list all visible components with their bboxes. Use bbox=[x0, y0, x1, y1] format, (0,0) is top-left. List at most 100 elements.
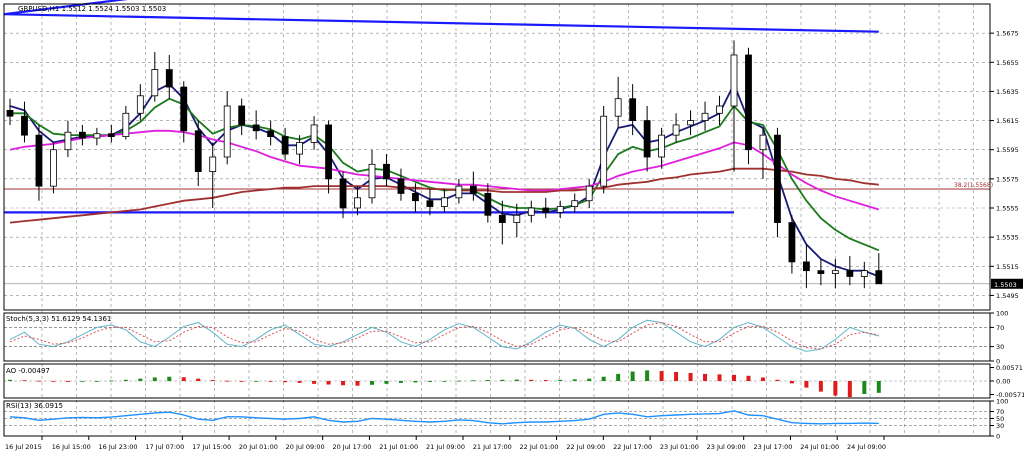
ao-bar bbox=[167, 376, 172, 381]
ao-bar bbox=[804, 381, 809, 388]
candle-body bbox=[527, 207, 535, 216]
ao-bar bbox=[789, 381, 794, 384]
candle-body bbox=[831, 270, 839, 274]
candle-body bbox=[440, 197, 448, 207]
candle-body bbox=[817, 270, 825, 274]
fib-level-label: 38.2(1.5568) bbox=[954, 182, 993, 189]
x-tick-label: 16 Jul 15:00 bbox=[52, 443, 91, 451]
stochastic-line bbox=[9, 322, 879, 350]
ao-bar bbox=[370, 381, 374, 385]
candle-body bbox=[325, 124, 332, 180]
ao-bar bbox=[138, 378, 143, 381]
ao-bar bbox=[442, 381, 447, 382]
trendline bbox=[3, 13, 879, 33]
price-tick-label: 1.5615 bbox=[996, 117, 1019, 125]
candle-body bbox=[151, 69, 159, 97]
candle-body bbox=[136, 95, 144, 114]
candle-body bbox=[759, 134, 767, 151]
x-tick-label: 20 Jul 01:00 bbox=[239, 443, 278, 451]
candle-body bbox=[672, 124, 680, 136]
x-tick-label: 20 Jul 17:00 bbox=[332, 443, 371, 451]
candle-body bbox=[585, 185, 593, 202]
ao-bar bbox=[22, 380, 27, 382]
price-tick-label: 1.5515 bbox=[996, 263, 1019, 271]
candle-body bbox=[745, 54, 752, 151]
price-tick-label: 1.5595 bbox=[996, 146, 1019, 154]
ao-bar bbox=[196, 378, 201, 381]
candle-body bbox=[571, 200, 579, 207]
candle-body bbox=[194, 130, 202, 172]
last-price-label: 1.5503 bbox=[994, 281, 1017, 289]
x-tick-label: 23 Jul 09:00 bbox=[707, 443, 746, 451]
candle-body bbox=[556, 206, 564, 213]
ao-bar bbox=[587, 378, 592, 381]
candle-body bbox=[687, 120, 694, 126]
price-tick-label: 1.5655 bbox=[996, 59, 1019, 67]
ao-bar bbox=[427, 381, 432, 382]
label-layer: GBPUSD,H1 1.5512 1.5524 1.5503 1.5503 St… bbox=[6, 5, 993, 410]
x-tick-label: 23 Jul 01:00 bbox=[660, 443, 699, 451]
candle-body bbox=[701, 112, 709, 121]
candle-body bbox=[658, 134, 665, 158]
candle-body bbox=[368, 163, 376, 199]
ao-bar bbox=[225, 380, 230, 382]
candle-body bbox=[730, 54, 738, 107]
candle-body bbox=[513, 214, 521, 223]
ao-bar bbox=[775, 379, 780, 381]
ao-bar bbox=[456, 380, 461, 382]
candle-body bbox=[107, 133, 115, 138]
rsi-tick-label: 70 bbox=[996, 408, 1004, 416]
rsi-tick-label: 30 bbox=[996, 422, 1004, 430]
x-tick-label: 24 Jul 09:00 bbox=[847, 443, 886, 451]
stoch-tick-label: 70 bbox=[996, 324, 1004, 332]
ao-bar bbox=[123, 379, 128, 381]
x-tick-label: 21 Jul 09:00 bbox=[426, 443, 465, 451]
ao-bar bbox=[181, 377, 186, 381]
x-tick-label: 20 Jul 09:00 bbox=[286, 443, 325, 451]
ao-tick-label: -0.00571 bbox=[996, 391, 1024, 399]
candle-body bbox=[498, 214, 506, 223]
candle-body bbox=[397, 178, 405, 194]
ao-bar bbox=[239, 381, 244, 382]
stoch-tick-label: 100 bbox=[996, 310, 1008, 318]
candle-body bbox=[209, 156, 217, 172]
candle-body bbox=[629, 98, 637, 121]
ao-bar bbox=[847, 381, 852, 398]
candle-body bbox=[875, 270, 883, 285]
candle-body bbox=[50, 149, 57, 187]
ao-tick-label: 0.00 bbox=[996, 378, 1010, 386]
stochastic-line bbox=[9, 319, 879, 352]
ao-bar bbox=[485, 380, 490, 381]
candle-body bbox=[281, 136, 289, 155]
ao-bar bbox=[51, 381, 56, 382]
ao-bar bbox=[818, 381, 823, 392]
ao-bar bbox=[398, 381, 403, 383]
candle-body bbox=[788, 222, 796, 263]
stoch-tick-label: 30 bbox=[996, 343, 1004, 351]
candle-body bbox=[165, 69, 173, 88]
ao-bar bbox=[862, 381, 867, 394]
candle-body bbox=[542, 207, 550, 213]
last-price-box bbox=[991, 278, 1023, 289]
ao-bar bbox=[703, 373, 708, 381]
x-tick-label: 23 Jul 17:00 bbox=[753, 443, 792, 451]
ao-bar bbox=[413, 381, 418, 383]
candle-body bbox=[803, 261, 810, 272]
candle-body bbox=[426, 200, 434, 207]
ao-bar bbox=[876, 381, 881, 393]
ao-bar bbox=[384, 381, 389, 384]
panel-frame bbox=[3, 312, 991, 362]
candle-body bbox=[93, 133, 101, 139]
candle-body bbox=[339, 178, 347, 209]
candle-body bbox=[267, 130, 275, 137]
candle-body bbox=[354, 197, 361, 209]
rsi-tick-label: 50 bbox=[996, 415, 1004, 423]
candle-body bbox=[252, 124, 260, 132]
rsi-tick-label: 0 bbox=[996, 433, 1000, 441]
price-panel-title: GBPUSD,H1 1.5512 1.5524 1.5503 1.5503 bbox=[18, 5, 166, 13]
ao-bar bbox=[152, 377, 157, 381]
ao-bar bbox=[616, 373, 621, 381]
candle-body bbox=[180, 86, 188, 132]
